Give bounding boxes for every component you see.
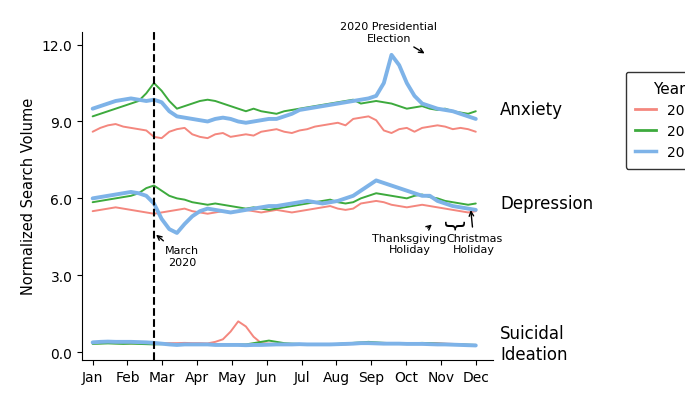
Text: 2020 Presidential
Election: 2020 Presidential Election [340,22,437,54]
Text: Suicidal
Ideation: Suicidal Ideation [500,324,568,363]
Text: March
2020: March 2020 [158,236,199,267]
Text: }: } [441,220,462,234]
Y-axis label: Normalized Search Volume: Normalized Search Volume [21,98,36,295]
Text: Depression: Depression [500,195,593,213]
Legend: 2018, 2019, 2020: 2018, 2019, 2020 [625,72,685,169]
Text: Christmas
Holiday: Christmas Holiday [446,212,502,254]
Text: Thanksgiving
Holiday: Thanksgiving Holiday [373,226,447,254]
Text: Anxiety: Anxiety [500,101,563,118]
